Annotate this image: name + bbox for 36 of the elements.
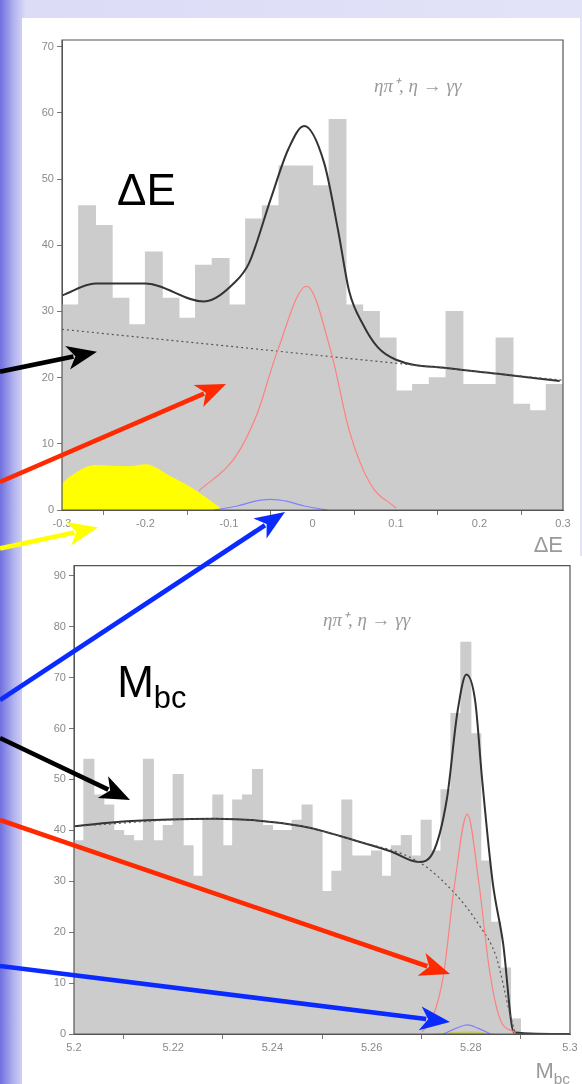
y-tick-label: 90 (53, 568, 66, 581)
y-tick-label: 50 (41, 172, 54, 185)
x-tick-label: 0.1 (388, 516, 404, 529)
y-tick-label: 50 (53, 772, 66, 785)
x-tick-label: -0.2 (136, 516, 155, 529)
annotation: ΔE (117, 164, 176, 214)
y-tick-label: 70 (53, 670, 66, 683)
y-tick-label: 80 (53, 619, 66, 632)
y-tick-label: 0 (59, 1027, 66, 1040)
x-tick-label: 0.2 (471, 516, 488, 529)
y-tick-label: 30 (41, 304, 54, 317)
x-tick-label: 5.24 (261, 1040, 284, 1053)
y-tick-label: 20 (53, 925, 66, 938)
x-tick-label: 5.22 (162, 1040, 184, 1053)
y-tick-label: 60 (41, 105, 54, 118)
x-tick-label: 5.2 (66, 1040, 82, 1053)
annotation: ηπ⁺, η → γγ (322, 609, 411, 631)
y-tick-label: 40 (53, 823, 66, 836)
x-tick-label: 5.26 (360, 1040, 383, 1053)
y-tick-label: 30 (53, 874, 66, 887)
y-tick-label: 60 (53, 721, 66, 734)
y-tick-label: 40 (41, 238, 54, 251)
annotation: ηπ⁺, η → γγ (374, 74, 462, 96)
x-axis-title: ΔE (533, 532, 564, 557)
x-tick-label: 5.3 (562, 1040, 578, 1053)
y-tick-label: 70 (41, 39, 54, 52)
x-tick-label: -0.1 (219, 516, 239, 529)
y-tick-label: 0 (47, 503, 54, 516)
y-tick-label: 10 (53, 976, 66, 989)
y-tick-label: 20 (41, 370, 54, 383)
y-tick-label: 10 (41, 436, 54, 449)
line-series (62, 125, 561, 382)
line-series (198, 285, 397, 509)
x-tick-label: 5.28 (460, 1040, 482, 1053)
x-tick-label: 0.3 (555, 516, 571, 529)
x-tick-label: 0 (309, 516, 316, 529)
